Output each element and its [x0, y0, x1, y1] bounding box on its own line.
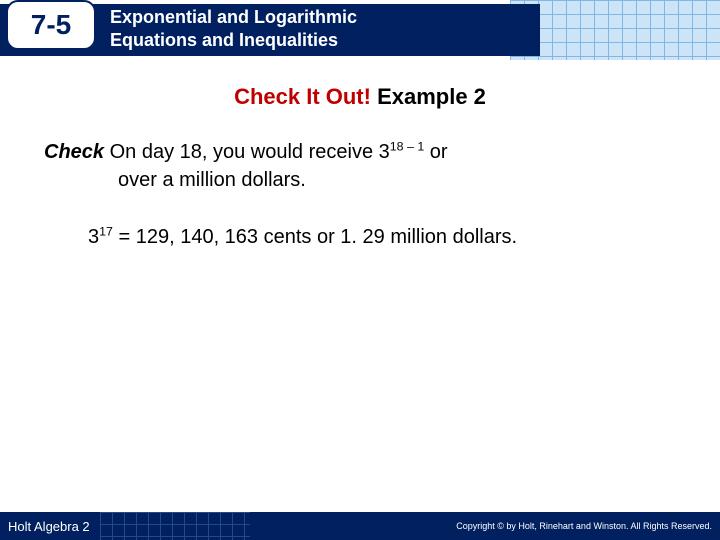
- slide-footer: Holt Algebra 2 Copyright © by Holt, Rine…: [0, 512, 720, 540]
- title-line-1: Exponential and Logarithmic: [110, 6, 357, 29]
- equation-line: 317 = 129, 140, 163 cents or 1. 29 milli…: [88, 226, 680, 249]
- eq-exponent: 17: [99, 224, 113, 238]
- eq-base: 3: [88, 226, 99, 248]
- lesson-number: 7-5: [31, 9, 71, 41]
- line1-exponent: 18 – 1: [390, 139, 424, 153]
- check-label: Check: [44, 141, 104, 163]
- footer-right: Copyright © by Holt, Rinehart and Winsto…: [456, 521, 712, 531]
- slide-header: 7-5 Exponential and Logarithmic Equation…: [0, 0, 720, 60]
- line1-part2: or: [424, 141, 447, 163]
- title-line-2: Equations and Inequalities: [110, 29, 357, 52]
- slide-title: Exponential and Logarithmic Equations an…: [110, 6, 357, 51]
- subheading-black: Example 2: [371, 84, 486, 109]
- lesson-badge: 7-5: [6, 0, 96, 50]
- slide-content: Check It Out! Example 2 Check On day 18,…: [0, 60, 720, 249]
- footer-left: Holt Algebra 2: [8, 519, 90, 534]
- subheading: Check It Out! Example 2: [40, 84, 680, 110]
- line2: over a million dollars.: [118, 166, 680, 194]
- eq-rest: = 129, 140, 163 cents or 1. 29 million d…: [113, 226, 517, 248]
- line1-part1: On day 18, you would receive 3: [104, 141, 390, 163]
- header-grid-decoration: [510, 0, 720, 60]
- check-paragraph: Check On day 18, you would receive 318 –…: [44, 138, 680, 166]
- footer-grid-decoration: [100, 512, 250, 540]
- subheading-red: Check It Out!: [234, 84, 371, 109]
